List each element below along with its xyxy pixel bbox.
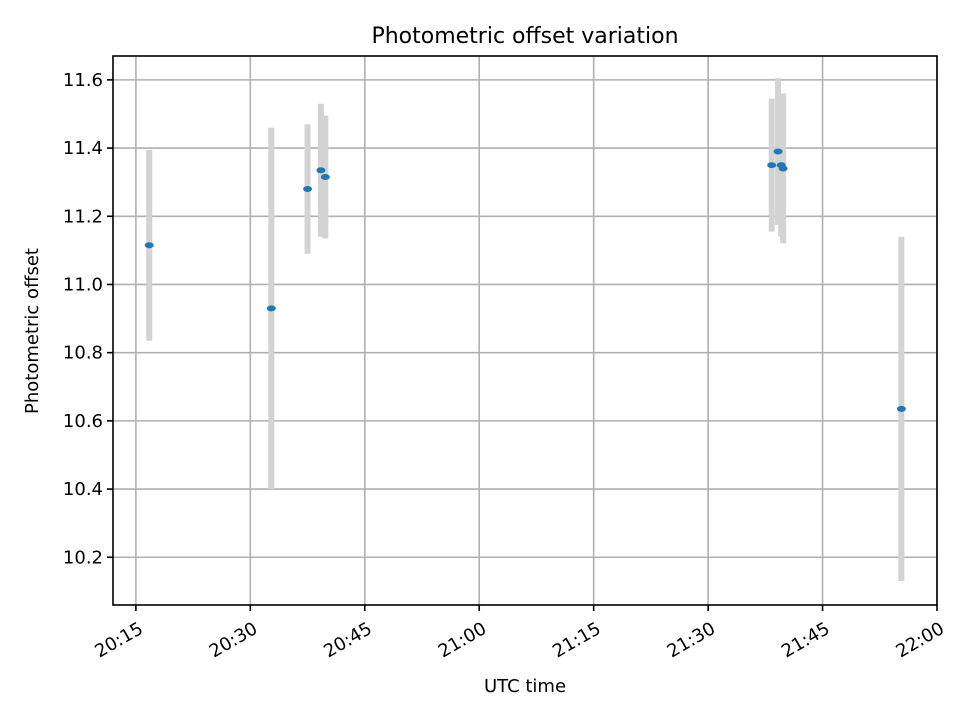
- data-point: [773, 148, 783, 155]
- y-tick-label: 10.6: [63, 411, 103, 432]
- data-point: [144, 242, 154, 249]
- point-layer: [144, 148, 906, 412]
- data-point: [316, 167, 326, 174]
- y-tick-label: 11.4: [63, 138, 103, 159]
- data-point: [303, 185, 313, 192]
- data-point: [767, 162, 777, 169]
- y-tick-label: 10.8: [63, 343, 103, 364]
- chart-title: Photometric offset variation: [371, 24, 678, 49]
- data-point: [896, 405, 906, 412]
- plot-frame: [112, 55, 938, 606]
- data-point: [778, 165, 788, 172]
- data-point: [320, 174, 330, 181]
- y-tick-label: 11.6: [63, 70, 103, 91]
- y-tick-label: 11.0: [63, 274, 103, 295]
- y-tick-label: 10.4: [63, 479, 103, 500]
- x-axis-label: UTC time: [484, 676, 566, 697]
- y-axis-label: Photometric offset: [22, 248, 43, 414]
- grid-layer: [113, 56, 938, 605]
- y-tick-label: 11.2: [63, 206, 103, 227]
- data-point: [266, 305, 276, 312]
- y-tick-label: 10.2: [63, 547, 103, 568]
